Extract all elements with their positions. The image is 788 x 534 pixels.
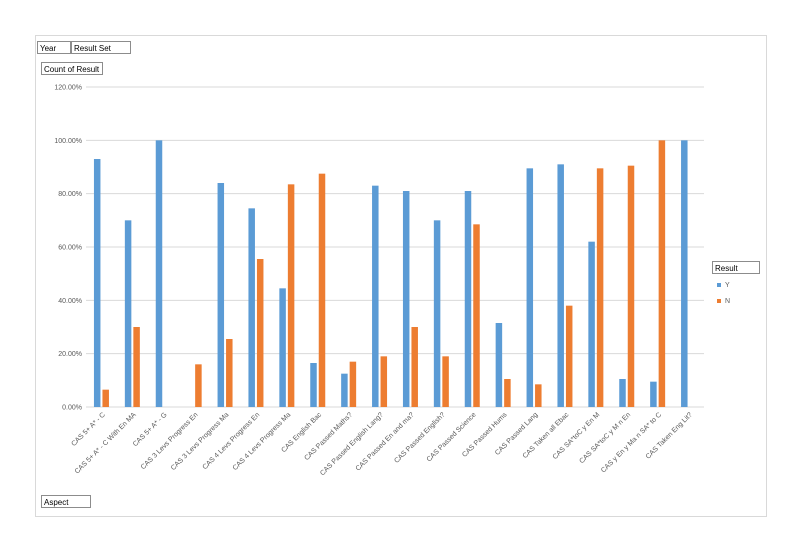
filter-year-button[interactable]: Year xyxy=(37,41,71,54)
bar-n xyxy=(287,184,295,407)
bar-y xyxy=(93,159,101,407)
bar-y xyxy=(650,381,657,407)
y-tick-label: 100.00% xyxy=(54,138,82,145)
bar-chart: 0.00% 20.00% 40.00% 60.00% 80.00% 100.00% 120.… xyxy=(54,85,730,478)
legend-label-n: N xyxy=(725,298,730,305)
bar-n xyxy=(349,361,357,407)
bar-n xyxy=(596,168,604,407)
chart-area: 0.00% 20.00% 40.00% 60.00% 80.00% 100.00% 120.… xyxy=(35,35,767,517)
legend-swatch-y xyxy=(717,283,721,287)
y-tick-label: 80.00% xyxy=(58,191,82,198)
bar-y xyxy=(588,241,595,407)
bar-n xyxy=(226,339,233,407)
bar-y xyxy=(217,183,225,407)
legend-label-y: Y xyxy=(725,282,730,289)
y-tick-label: 40.00% xyxy=(58,298,82,305)
x-category-label: CAS Passed English Lang? xyxy=(319,411,385,477)
bar-y xyxy=(372,185,379,407)
bar-n xyxy=(658,140,666,407)
x-category-label: CAS 3 Levs Progress En xyxy=(140,411,200,471)
x-category-label: CAS 5+ A* - C With En MA xyxy=(74,411,138,475)
bar-y xyxy=(557,164,564,407)
bar-n xyxy=(411,327,418,407)
bar-n xyxy=(473,224,480,407)
values-field-button[interactable]: Count of Result xyxy=(41,62,103,75)
bar-y xyxy=(464,191,472,407)
bar-y xyxy=(526,168,534,407)
axis-field-button[interactable]: Aspect xyxy=(41,495,91,508)
bar-n xyxy=(133,327,140,407)
bar-n xyxy=(504,379,511,407)
bar-n xyxy=(102,389,109,407)
y-tick-label: 60.00% xyxy=(58,245,82,252)
y-tick-label: 120.00% xyxy=(54,85,82,92)
x-category-label: CAS 4 Levs Progress En xyxy=(202,411,262,471)
x-category-label: CAS SA*toC y M n En xyxy=(579,411,633,465)
x-category-label: CAS 4 Levs Progress Ma xyxy=(232,411,293,472)
x-category-label: CAS 3 Levs Progress Ma xyxy=(170,411,231,472)
y-tick-label: 0.00% xyxy=(62,405,82,412)
bar-y xyxy=(248,208,255,407)
bar-y xyxy=(402,191,410,407)
legend-swatch-n xyxy=(717,299,721,303)
bar-n xyxy=(256,259,264,407)
y-tick-label: 20.00% xyxy=(58,351,82,358)
bar-y xyxy=(619,379,626,407)
bar-n xyxy=(535,384,542,407)
bar-y xyxy=(155,140,163,407)
x-category-label: CAS Passed English? xyxy=(393,411,446,464)
bar-y xyxy=(341,373,348,407)
bar-n xyxy=(627,165,635,407)
legend-field-button[interactable]: Result xyxy=(712,261,760,274)
bar-n xyxy=(565,305,573,407)
bar-y xyxy=(681,140,688,407)
bar-n xyxy=(380,356,388,407)
bar-n xyxy=(195,364,202,407)
bar-n xyxy=(442,356,449,407)
bar-y xyxy=(433,220,441,407)
filter-result-set-button[interactable]: Result Set xyxy=(71,41,131,54)
bar-y xyxy=(495,323,503,407)
bar-y xyxy=(310,363,317,407)
bar-n xyxy=(318,173,326,407)
bar-y xyxy=(124,220,132,407)
x-category-label: CAS Passed En and ma? xyxy=(355,411,416,472)
bar-y xyxy=(279,288,286,407)
x-category-label: CAS y En y Ma n SA* to C xyxy=(600,411,663,474)
